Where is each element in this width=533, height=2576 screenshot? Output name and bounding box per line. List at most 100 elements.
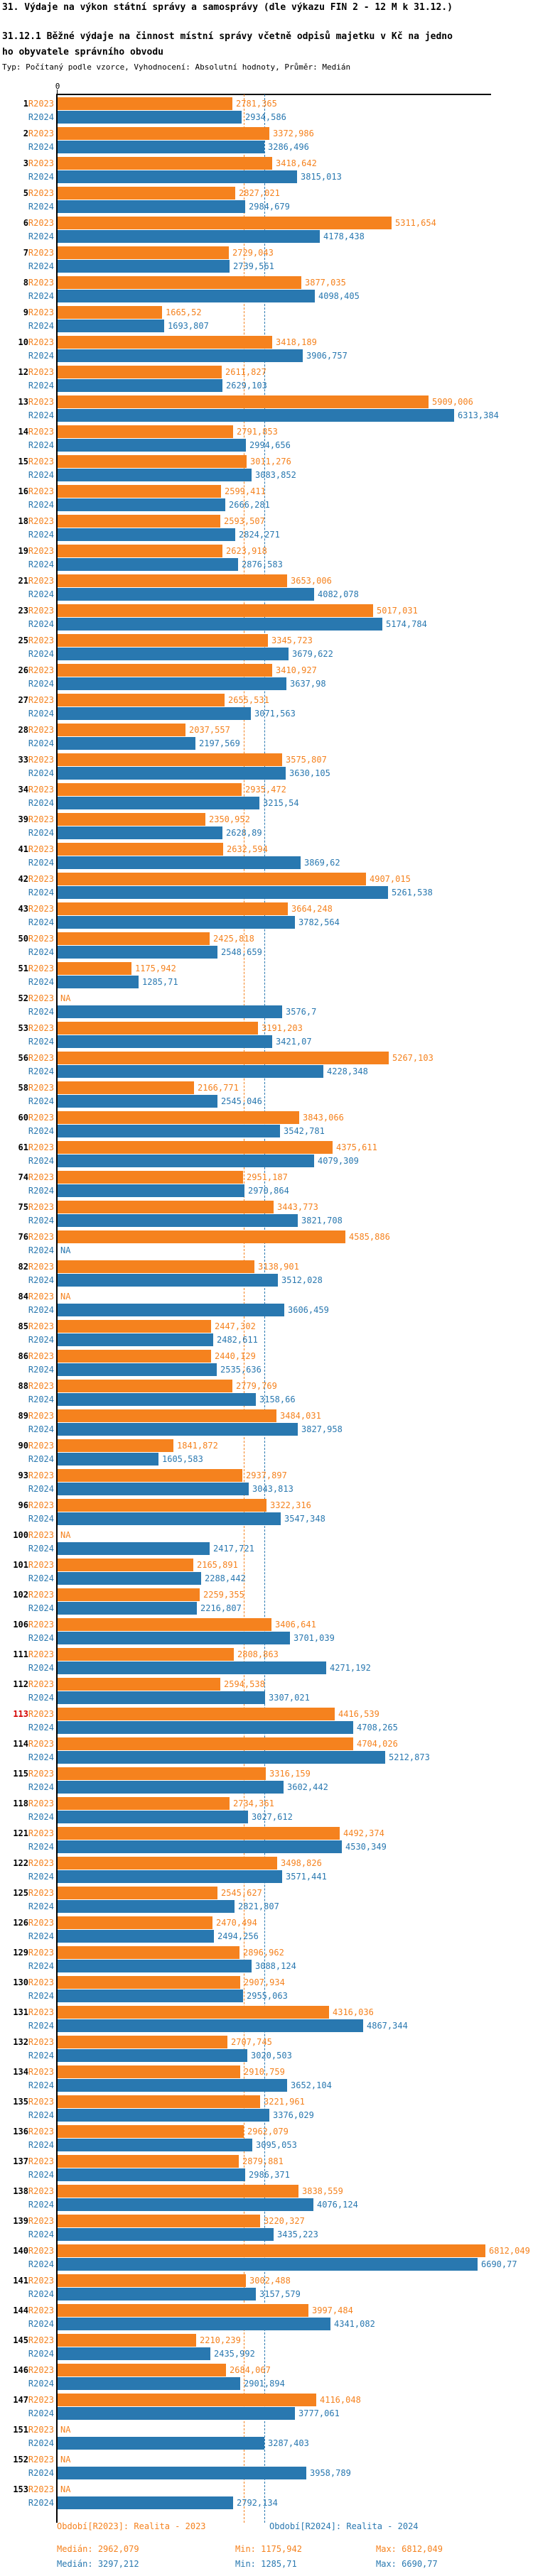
row-index-label: 7 (23, 248, 28, 258)
series-label-r2023: R2023 (28, 2484, 54, 2494)
bar-value-label: 2447,302 (215, 1321, 256, 1331)
series-label-r2023: R2023 (28, 2276, 54, 2286)
row-index-label: 147 (13, 2395, 28, 2405)
row-index-label: 50 (18, 934, 28, 944)
bar-value-label: 2548,659 (221, 947, 262, 957)
series-label-r2024: R2024 (28, 560, 54, 569)
series-label-r2024: R2024 (28, 231, 54, 241)
bar-value-label: 3376,029 (273, 2110, 314, 2120)
bar-r2023 (58, 1767, 266, 1780)
series-label-r2024: R2024 (28, 1066, 54, 1076)
bar-r2024 (58, 290, 315, 302)
series-label-r2024: R2024 (28, 1901, 54, 1911)
bar-r2023 (58, 1469, 242, 1482)
bar-value-label: 2259,355 (203, 1590, 244, 1600)
bar-r2023 (58, 246, 229, 259)
bar-value-label: 3157,579 (259, 2289, 301, 2299)
series-label-r2024: R2024 (28, 1126, 54, 1136)
bar-value-label: 5017,031 (377, 606, 418, 616)
series-label-r2024: R2024 (28, 1365, 54, 1375)
bar-value-label: 2611,827 (225, 367, 266, 377)
row-index-label: 34 (18, 785, 28, 795)
bar-r2023 (58, 1260, 254, 1273)
series-label-r2024: R2024 (28, 351, 54, 361)
series-label-r2024: R2024 (28, 1216, 54, 1226)
bar-value-label: 4492,374 (343, 1828, 384, 1838)
bar-value-label: 4708,265 (357, 1723, 398, 1732)
bar-r2024 (58, 2019, 363, 2032)
bar-r2024 (58, 1542, 210, 1555)
bar-value-label: 5909,006 (432, 397, 473, 407)
series-label-r2023: R2023 (28, 2246, 54, 2256)
stat-value: 1285,71 (261, 2559, 297, 2569)
bar-value-label: 4178,438 (323, 231, 365, 241)
stat-r2024-max: Max: 6690,77 (376, 2559, 438, 2569)
row-index-label: 130 (13, 1977, 28, 1987)
series-label-r2024: R2024 (28, 410, 54, 420)
bar-r2023 (58, 485, 221, 498)
series-label-r2023: R2023 (28, 2425, 54, 2435)
bar-value-label: 3542,781 (284, 1126, 325, 1136)
row-index-label: 93 (18, 1470, 28, 1480)
bar-value-label: 3843,066 (303, 1113, 344, 1123)
bar-r2023 (58, 1350, 211, 1363)
series-label-r2024: R2024 (28, 500, 54, 510)
row-index-label: 84 (18, 1292, 28, 1301)
bar-value-label: 4076,124 (317, 2200, 358, 2210)
series-label-r2023: R2023 (28, 2007, 54, 2017)
series-label-r2024: R2024 (28, 1633, 54, 1643)
bar-r2024 (58, 498, 225, 511)
stat-r2024-min: Min: 1285,71 (235, 2559, 297, 2569)
series-label-r2024: R2024 (28, 1395, 54, 1404)
bar-value-label: 3838,559 (302, 2186, 343, 2196)
bar-value-label: 2994,656 (249, 440, 291, 450)
row-index-label: 112 (13, 1679, 28, 1689)
bar-na-label: NA (60, 993, 71, 1003)
axis-zero-label: 0 (55, 82, 60, 91)
row-index-label: 136 (13, 2127, 28, 2136)
bar-value-label: 2729,043 (232, 248, 274, 258)
row-index-label: 14 (18, 427, 28, 437)
series-label-r2024: R2024 (28, 321, 54, 331)
series-label-r2023: R2023 (28, 2127, 54, 2136)
bar-na-label: NA (60, 2484, 71, 2494)
bar-r2023 (58, 1678, 220, 1691)
bar-r2023 (58, 1111, 299, 1124)
bar-r2024 (58, 1065, 323, 1078)
bar-r2023 (58, 1976, 240, 1989)
bar-value-label: 3571,441 (286, 1872, 327, 1882)
stat-value: 1175,942 (261, 2544, 302, 2554)
series-label-r2024: R2024 (28, 1991, 54, 2001)
row-index-label: 96 (18, 1500, 28, 1510)
series-label-r2024: R2024 (28, 2140, 54, 2150)
series-label-r2023: R2023 (28, 516, 54, 526)
bar-r2024 (58, 1811, 248, 1823)
series-label-r2023: R2023 (28, 1023, 54, 1033)
bar-value-label: 2628,89 (226, 828, 262, 838)
bar-value-label: 2216,807 (200, 1603, 242, 1613)
bar-r2023 (58, 1588, 200, 1601)
row-index-label: 146 (13, 2365, 28, 2375)
row-index-label: 131 (13, 2007, 28, 2017)
series-label-r2024: R2024 (28, 2289, 54, 2299)
bar-value-label: 3547,348 (284, 1514, 325, 1524)
row-index-label: 82 (18, 1262, 28, 1272)
bar-value-label: 6812,049 (489, 2246, 530, 2256)
bar-value-label: 4316,036 (333, 2007, 374, 2017)
bar-r2024 (58, 2109, 269, 2122)
row-index-label: 6 (23, 218, 28, 228)
bar-r2023 (58, 395, 429, 408)
bar-value-label: 3410,927 (276, 665, 317, 675)
series-label-r2023: R2023 (28, 1590, 54, 1600)
bar-value-label: 5311,654 (395, 218, 436, 228)
series-label-r2024: R2024 (28, 619, 54, 629)
bar-value-label: 2792,134 (237, 2498, 278, 2508)
bar-r2023 (58, 604, 373, 617)
series-label-r2023: R2023 (28, 1262, 54, 1272)
bar-value-label: 2734,361 (233, 1799, 274, 1808)
row-index-label: 25 (18, 635, 28, 645)
bar-value-label: 2934,586 (245, 112, 286, 122)
row-index-label: 43 (18, 904, 28, 914)
series-label-r2024: R2024 (28, 2438, 54, 2448)
bar-r2024 (58, 1572, 201, 1585)
